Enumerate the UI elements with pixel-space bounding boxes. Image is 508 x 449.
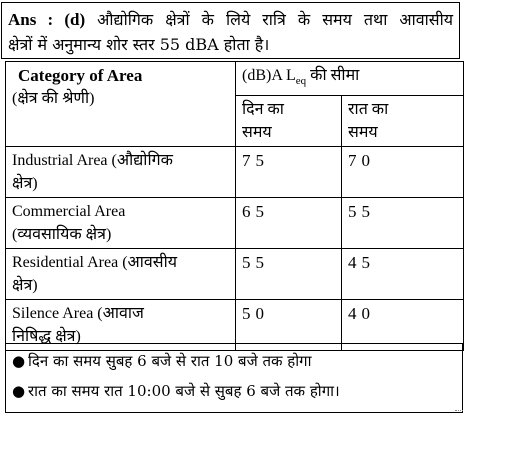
area-line1: Commercial Area [12, 203, 126, 221]
answer-line-2: क्षेत्रों में अनुमान्य शोर स्तर 55 dBA ह… [8, 35, 270, 54]
table-row: Commercial Area (व्यवसायिक क्षेत्र) 65 5… [5, 197, 464, 250]
noise-limits-table: Category of Area (क्षेत्र की श्रेणी) (dB… [5, 60, 464, 352]
header-day-cell: दिन का समय [235, 95, 342, 148]
table-row: Silence Area (आवाज निषिद्ध क्षेत्र) 50 4… [5, 299, 464, 352]
night-limit-cell: 45 [341, 248, 464, 301]
header-day-line1: दिन का [242, 101, 284, 119]
header-night-line2: समय [348, 124, 378, 142]
area-line1: Silence Area (आवाज [12, 305, 144, 323]
day-limit-cell: 75 [235, 146, 342, 199]
table-header-row: Category of Area (क्षेत्र की श्रेणी) (dB… [5, 60, 464, 148]
night-limit-cell: 55 [341, 197, 464, 250]
area-line2: क्षेत्र) [12, 277, 38, 295]
answer-label: Ans : (d) [8, 10, 86, 29]
area-line2: निषिद्ध क्षेत्र) [12, 328, 81, 346]
day-limit-cell: 55 [235, 248, 342, 301]
area-line2: क्षेत्र) [12, 175, 38, 193]
answer-line-1: Ans : (d) औद्योगिक क्षेत्रों के लिये रात… [8, 7, 453, 32]
header-limit-prefix: (dB)A L [242, 67, 296, 84]
area-cell: Residential Area (आवसीय क्षेत्र) [5, 248, 236, 301]
area-cell: Commercial Area (व्यवसायिक क्षेत्र) [5, 197, 236, 250]
header-limit-suffix: की सीमा [306, 67, 360, 84]
header-category-cell: Category of Area (क्षेत्र की श्रेणी) [5, 60, 236, 148]
header-night-cell: रात का समय [341, 95, 464, 148]
note-item: ● रात का समय रात 10:00 बजे से सुबह 6 बजे … [12, 376, 462, 406]
day-limit-cell: 65 [235, 197, 342, 250]
header-day-line2: समय [242, 124, 272, 142]
area-cell: Silence Area (आवाज निषिद्ध क्षेत्र) [5, 299, 236, 352]
area-line2: (व्यवसायिक क्षेत्र) [12, 226, 112, 244]
area-line1: Industrial Area (औद्योगिक [12, 152, 173, 170]
header-category-en: Category of Area [18, 66, 143, 85]
area-cell: Industrial Area (औद्योगिक क्षेत्र) [5, 146, 236, 199]
header-night-line1: रात का [348, 101, 389, 119]
header-limit-cell: (dB)A Leq की सीमा [235, 60, 464, 97]
header-category-hi: (क्षेत्र की श्रेणी) [12, 90, 95, 107]
divider [455, 410, 463, 412]
area-line1: Residential Area (आवसीय [12, 254, 178, 272]
bullet-icon: ● [12, 352, 26, 370]
bullet-icon: ● [12, 382, 26, 400]
note-text: दिन का समय सुबह 6 बजे से रात 10 बजे तक ह… [28, 352, 312, 370]
note-item: ● दिन का समय सुबह 6 बजे से रात 10 बजे तक … [12, 346, 462, 376]
table-row: Industrial Area (औद्योगिक क्षेत्र) 75 70 [5, 146, 464, 199]
night-limit-cell: 40 [341, 299, 464, 352]
day-limit-cell: 50 [235, 299, 342, 352]
night-limit-cell: 70 [341, 146, 464, 199]
answer-text-1: औद्योगिक क्षेत्रों के लिये रात्रि के समय… [97, 10, 453, 29]
table-row: Residential Area (आवसीय क्षेत्र) 55 45 [5, 248, 464, 301]
header-limit-sub: eq [295, 75, 307, 88]
answer-box: Ans : (d) औद्योगिक क्षेत्रों के लिये रात… [1, 2, 460, 59]
note-text: रात का समय रात 10:00 बजे से सुबह 6 बजे त… [28, 382, 340, 400]
notes-box: ● दिन का समय सुबह 6 बजे से रात 10 बजे तक … [5, 343, 463, 413]
table-subheader-row: दिन का समय रात का समय [6, 95, 464, 148]
